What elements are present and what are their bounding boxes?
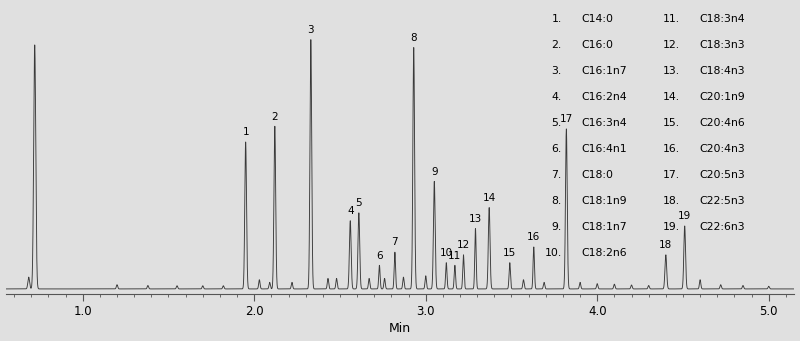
Text: 19: 19 (678, 211, 691, 221)
Text: 6.: 6. (551, 144, 562, 154)
Text: C16:3n4: C16:3n4 (582, 118, 627, 128)
Text: 17.: 17. (663, 170, 680, 180)
X-axis label: Min: Min (389, 323, 411, 336)
Text: 6: 6 (376, 251, 382, 261)
Text: C20:5n3: C20:5n3 (700, 170, 746, 180)
Text: C18:3n4: C18:3n4 (700, 14, 746, 24)
Text: 11.: 11. (663, 14, 680, 24)
Text: C20:4n6: C20:4n6 (700, 118, 746, 128)
Text: C18:0: C18:0 (582, 170, 614, 180)
Text: C18:2n6: C18:2n6 (582, 248, 627, 258)
Text: 4: 4 (347, 206, 354, 216)
Text: 1: 1 (242, 127, 249, 137)
Text: 19.: 19. (663, 222, 680, 232)
Text: 18.: 18. (663, 196, 680, 206)
Text: 2.: 2. (551, 40, 562, 50)
Text: C16:2n4: C16:2n4 (582, 92, 627, 102)
Text: 9: 9 (431, 167, 438, 177)
Text: 4.: 4. (551, 92, 562, 102)
Text: 7: 7 (391, 237, 398, 248)
Text: C18:4n3: C18:4n3 (700, 66, 746, 76)
Text: 5: 5 (355, 198, 362, 208)
Text: 16: 16 (527, 232, 540, 242)
Text: C22:5n3: C22:5n3 (700, 196, 746, 206)
Text: 15.: 15. (663, 118, 680, 128)
Text: 14.: 14. (663, 92, 680, 102)
Text: 3.: 3. (551, 66, 562, 76)
Text: C14:0: C14:0 (582, 14, 614, 24)
Text: C16:0: C16:0 (582, 40, 614, 50)
Text: C18:1n9: C18:1n9 (582, 196, 627, 206)
Text: 1.: 1. (551, 14, 562, 24)
Text: 10.: 10. (545, 248, 562, 258)
Text: C20:4n3: C20:4n3 (700, 144, 746, 154)
Text: 12: 12 (457, 240, 470, 250)
Text: 16.: 16. (663, 144, 680, 154)
Text: 8: 8 (410, 33, 417, 43)
Text: C16:1n7: C16:1n7 (582, 66, 627, 76)
Text: 13: 13 (469, 214, 482, 224)
Text: 8.: 8. (551, 196, 562, 206)
Text: 11: 11 (448, 251, 462, 261)
Text: 3: 3 (307, 25, 314, 35)
Text: 7.: 7. (551, 170, 562, 180)
Text: 12.: 12. (663, 40, 680, 50)
Text: 10: 10 (440, 248, 453, 258)
Text: C18:1n7: C18:1n7 (582, 222, 627, 232)
Text: 13.: 13. (663, 66, 680, 76)
Text: 17: 17 (560, 114, 573, 124)
Text: C18:3n3: C18:3n3 (700, 40, 746, 50)
Text: 18: 18 (659, 240, 673, 250)
Text: 14: 14 (482, 193, 496, 203)
Text: C22:6n3: C22:6n3 (700, 222, 746, 232)
Text: 15: 15 (503, 248, 516, 258)
Text: 5.: 5. (551, 118, 562, 128)
Text: 2: 2 (271, 112, 278, 121)
Text: 9.: 9. (551, 222, 562, 232)
Text: C16:4n1: C16:4n1 (582, 144, 627, 154)
Text: C20:1n9: C20:1n9 (700, 92, 746, 102)
